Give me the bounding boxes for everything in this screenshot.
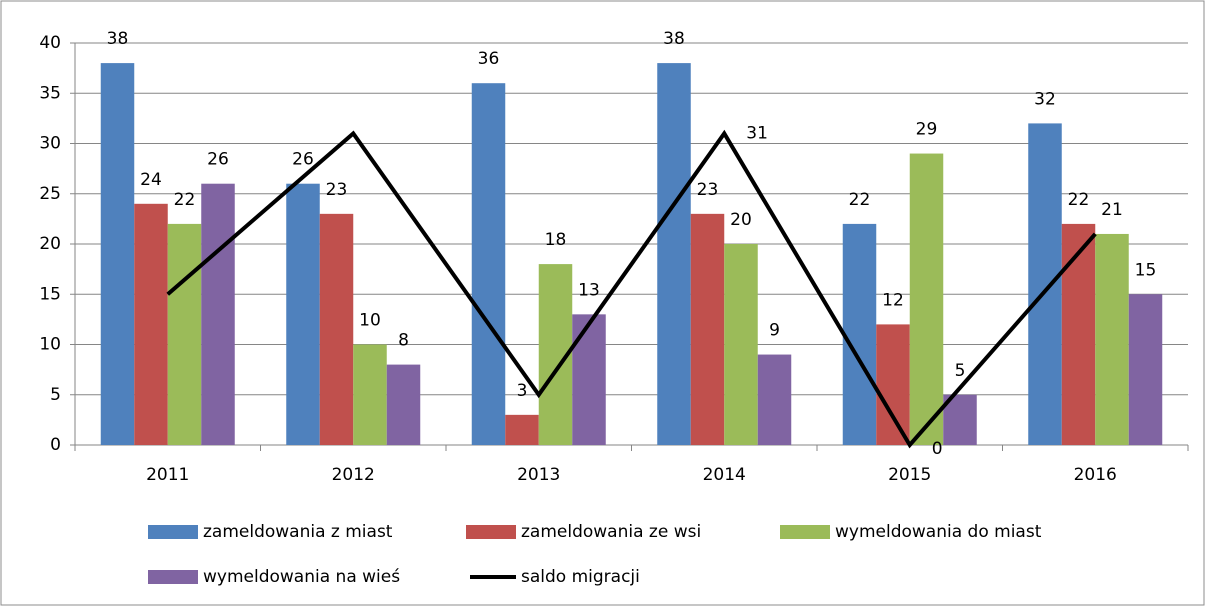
bar-label: 3 [517,381,528,401]
legend-label: wymeldowania do miast [835,522,1042,542]
bar-label: 23 [697,180,719,200]
bar [724,244,758,445]
bar-label: 29 [916,120,938,140]
bar [876,324,910,445]
x-tick-label: 2013 [517,465,560,485]
bar [505,414,539,445]
bar [1128,294,1163,445]
y-tick-label: 40 [39,33,61,53]
line-series [166,129,1097,449]
x-tick-label: 2011 [146,465,189,485]
bar [286,183,320,445]
bar-label: 36 [478,49,500,69]
legend-swatch [780,525,830,539]
legend-label: zameldowania z miast [203,522,393,542]
x-tick-label: 2015 [888,465,931,485]
x-tick-label: 2014 [703,465,746,485]
bar-label: 9 [769,321,780,341]
bar [201,183,235,445]
bar-label: 32 [1034,89,1056,109]
legend-label: saldo migracji [521,567,640,587]
y-tick-label: 35 [39,83,61,103]
bar [353,344,387,445]
bar [100,63,135,445]
y-tick-label: 20 [39,234,61,254]
bar-label: 26 [292,150,314,170]
bar-label: 26 [207,150,229,170]
bar [471,83,506,445]
y-tick-label: 10 [39,335,61,355]
bar [319,213,354,445]
legend-swatch [148,570,198,584]
bar-label: 12 [882,290,904,310]
bar [572,314,606,445]
bar [386,364,421,445]
bar-label: 13 [578,280,600,300]
line-label: 0 [932,439,943,459]
bar [657,63,691,445]
bar [909,153,944,446]
bar [1095,233,1129,445]
x-tick-label: 2016 [1074,465,1117,485]
bar [757,354,792,445]
bar-label: 5 [955,361,966,381]
x-tick-label: 2012 [332,465,375,485]
bar [167,223,202,445]
bar-label: 18 [545,230,567,250]
legend-label: zameldowania ze wsi [521,522,701,542]
bar-label: 23 [326,180,348,200]
bar [842,223,877,445]
line-label: 31 [746,123,768,143]
y-tick-label: 15 [39,284,61,304]
legend-label: wymeldowania na wieś [203,567,400,587]
bar [1061,223,1096,445]
y-tick-label: 30 [39,134,61,154]
bar [690,213,725,445]
bar-label: 15 [1135,260,1157,280]
bar [1028,123,1062,446]
legend-swatch [466,525,516,539]
bar-label: 22 [849,190,871,210]
bar-label: 22 [1068,190,1090,210]
bar-label: 10 [359,311,381,331]
bar-label: 20 [730,210,752,230]
y-tick-label: 5 [50,385,61,405]
bar-label: 21 [1101,200,1123,220]
bar [134,203,168,445]
bar-label: 8 [398,331,409,351]
y-tick-label: 0 [50,435,61,455]
bar-label: 38 [107,29,129,49]
bar-label: 24 [140,170,162,190]
bar-label: 22 [174,190,196,210]
bar-label: 38 [663,29,685,49]
y-tick-label: 25 [39,184,61,204]
legend-swatch [148,525,198,539]
